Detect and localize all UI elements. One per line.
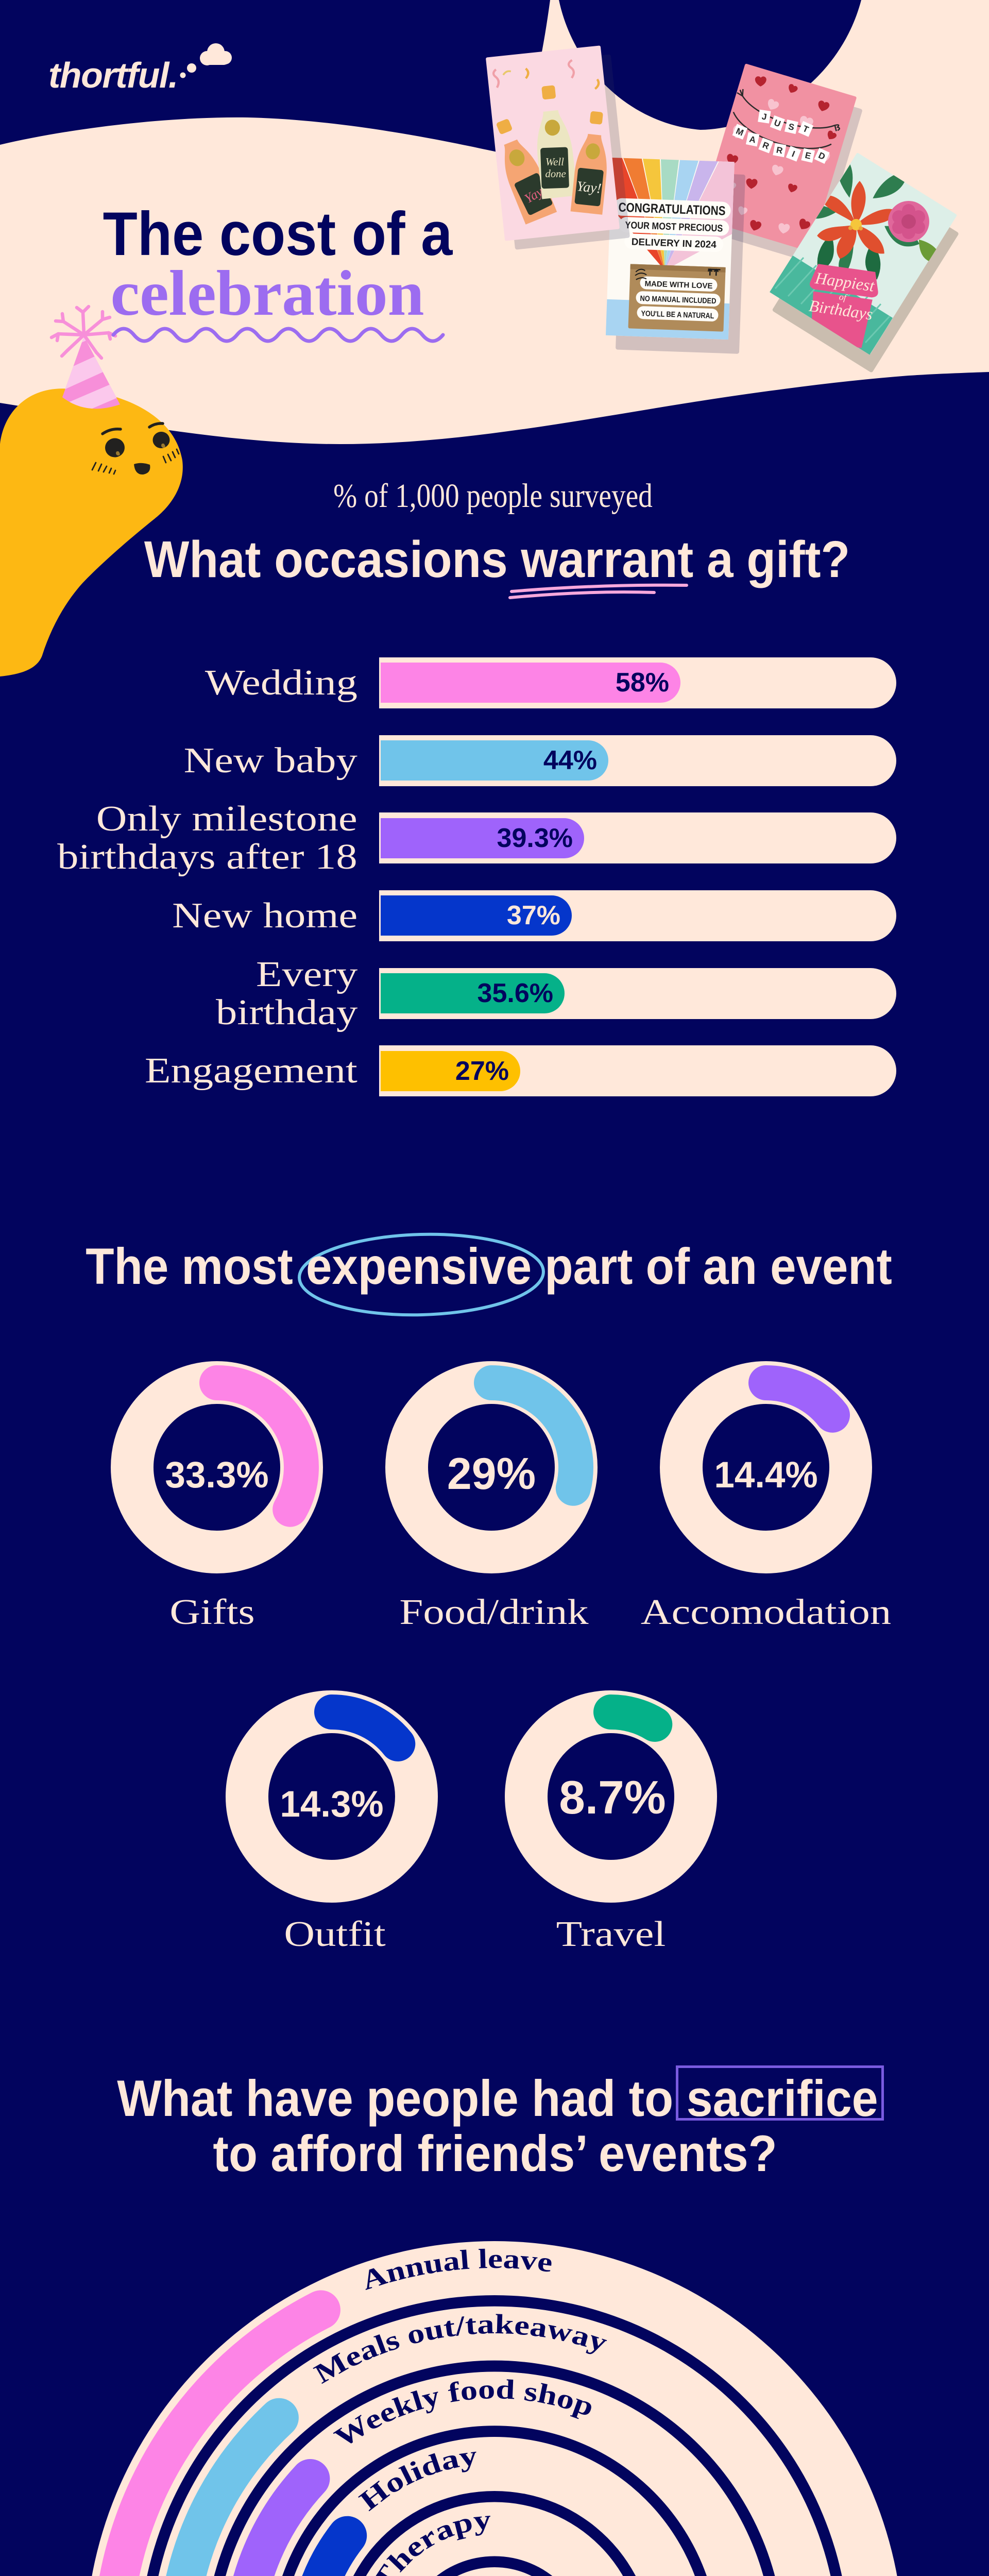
svg-text:YOU'LL BE A NATURAL: YOU'LL BE A NATURAL bbox=[641, 309, 714, 320]
svg-text:Well: Well bbox=[545, 157, 564, 168]
svg-text:J: J bbox=[761, 112, 768, 122]
svg-text:R: R bbox=[775, 145, 783, 156]
svg-text:A: A bbox=[748, 134, 757, 145]
svg-text:Yay!: Yay! bbox=[576, 178, 602, 196]
svg-text:S: S bbox=[788, 122, 795, 132]
svg-text:I: I bbox=[791, 149, 796, 159]
svg-text:M: M bbox=[735, 126, 745, 138]
svg-text:MADE WITH LOVE: MADE WITH LOVE bbox=[644, 279, 713, 291]
svg-text:E: E bbox=[804, 150, 812, 161]
svg-text:done: done bbox=[545, 168, 566, 180]
svg-text:thortful.: thortful. bbox=[48, 55, 178, 95]
svg-text:NO MANUAL INCLUDED: NO MANUAL INCLUDED bbox=[640, 294, 717, 306]
